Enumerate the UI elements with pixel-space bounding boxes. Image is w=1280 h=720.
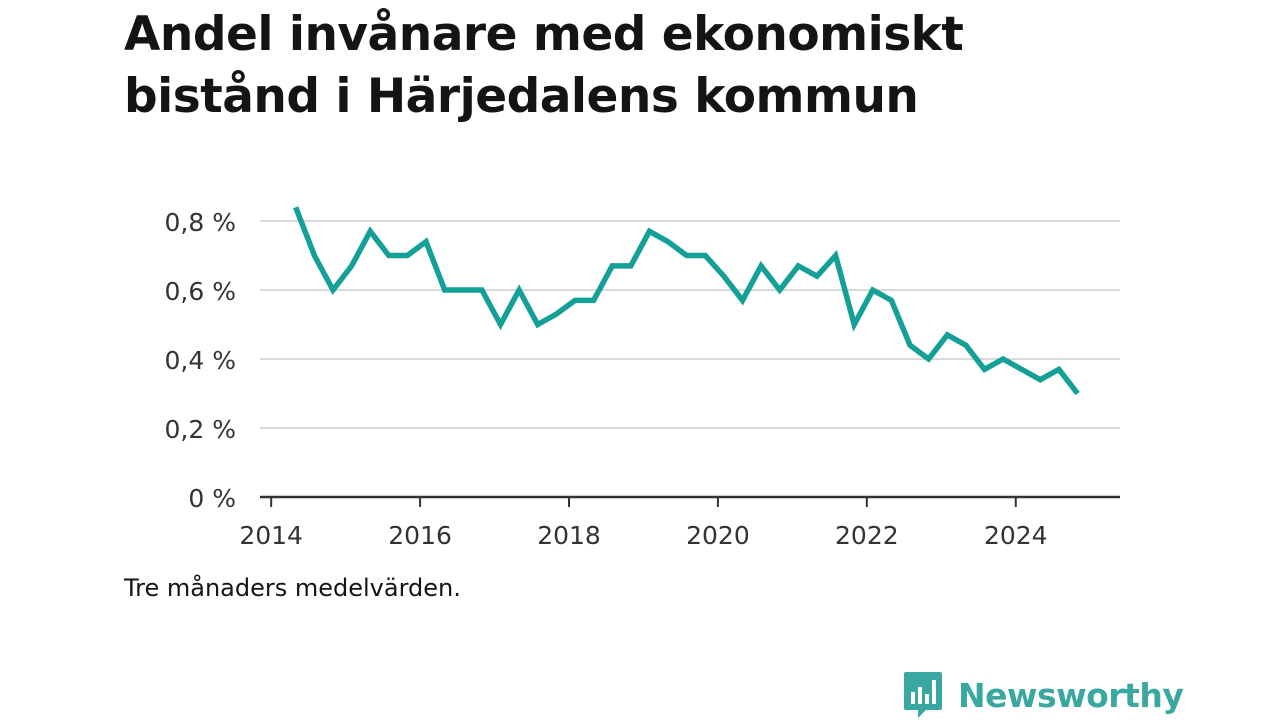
series-layer [293,206,1080,396]
y-tick-label: 0 % [188,484,236,513]
x-tick-label: 2020 [686,521,750,550]
brand-name: Newsworthy [958,675,1184,715]
x-tick-label: 2018 [537,521,601,550]
x-axis-tick-labels: 2014 2016 2018 2020 2022 2024 [239,521,1047,550]
y-axis-tick-labels: 0 % 0,2 % 0,4 % 0,6 % 0,8 % [165,208,236,513]
y-tick-label: 0,8 % [165,208,236,237]
y-tick-label: 0,4 % [165,346,236,375]
series-line [293,206,1080,396]
x-tick-label: 2022 [835,521,899,550]
x-tick-label: 2024 [984,521,1048,550]
x-tick-label: 2016 [388,521,452,550]
bar-chart-speech-bubble-icon [904,672,942,718]
chart-title: Andel invånare med ekonomiskt bistånd i … [124,7,964,124]
y-tick-label: 0,2 % [165,415,236,444]
x-tick-label: 2014 [239,521,303,550]
y-tick-label: 0,6 % [165,277,236,306]
chart-note: Tre månaders medelvärden. [124,574,461,602]
x-axis [260,495,1120,507]
brand-logo: Newsworthy [902,670,1184,720]
